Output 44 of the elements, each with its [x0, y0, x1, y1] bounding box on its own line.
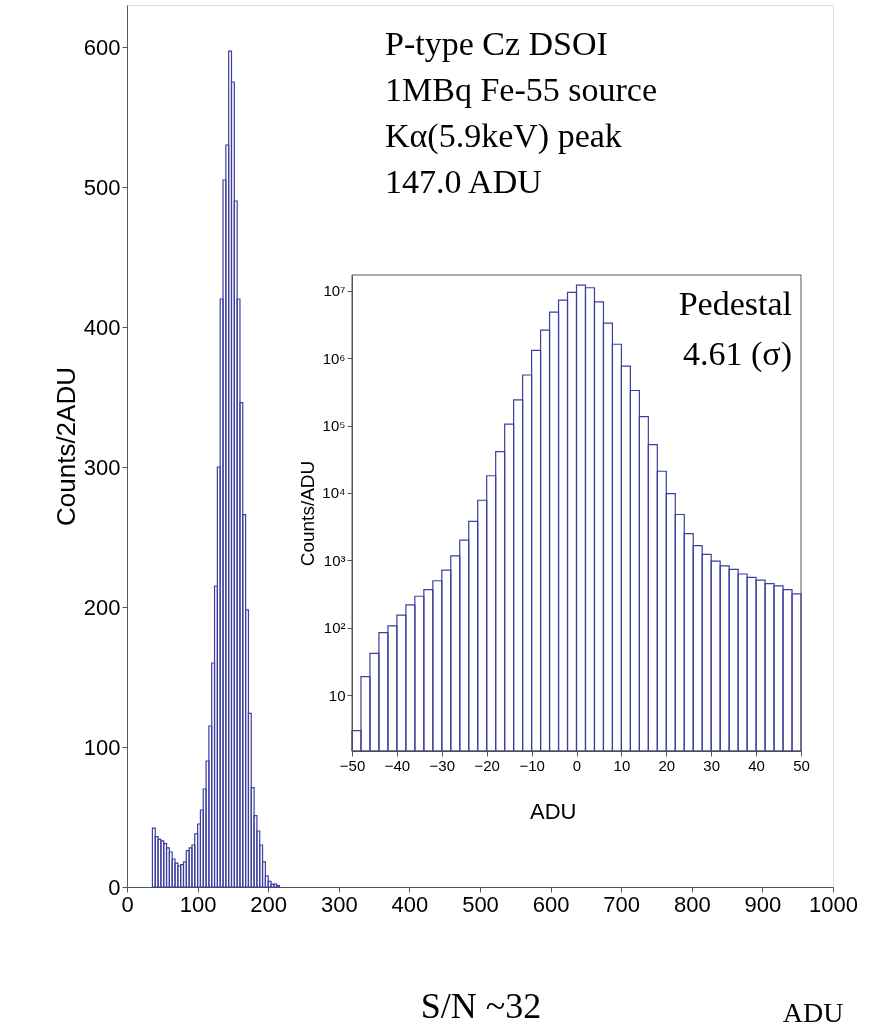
y-tick-label: 10³ — [323, 551, 346, 569]
text: S/N ~32 — [420, 986, 542, 1026]
y-tick-label: 10⁵ — [322, 417, 346, 434]
annotation: P-type Cz DSOI — [385, 25, 608, 62]
x-axis-title: ADU — [530, 798, 577, 824]
x-tick-label: 400 — [391, 891, 429, 917]
y-axis-title: Counts/2ADU — [50, 367, 81, 526]
y-tick-label: 200 — [83, 594, 121, 620]
x-tick-label: 500 — [462, 891, 499, 917]
y-tick-label: 10² — [323, 619, 346, 637]
x-tick-label: 700 — [603, 891, 641, 917]
y-tick-label: 10 — [328, 686, 346, 704]
x-tick-label: 900 — [744, 891, 782, 917]
x-tick-label: 30 — [703, 756, 721, 774]
x-tick-label: −20 — [474, 756, 500, 774]
y-tick-label: 10⁶ — [322, 349, 346, 367]
x-tick-label: 100 — [179, 891, 217, 917]
y-tick-label: 10⁷ — [323, 282, 346, 300]
x-tick-label: 50 — [793, 756, 810, 774]
x-tick-label: 200 — [250, 891, 288, 917]
x-tick-label: −50 — [339, 756, 366, 774]
annotation: 4.61 (σ) — [683, 335, 792, 373]
y-tick-label: 600 — [83, 34, 121, 60]
x-tick-label: −10 — [519, 756, 545, 774]
y-tick-label: 300 — [83, 454, 121, 480]
x-tick-label: 800 — [673, 891, 711, 917]
annotation: 1MBq Fe-55 source — [385, 71, 657, 108]
x-axis-title: ADU — [782, 996, 844, 1028]
x-tick-label: −30 — [429, 756, 456, 774]
annotation: 147.0 ADU — [385, 163, 542, 200]
y-tick-label: 0 — [108, 874, 121, 900]
x-tick-label: 10 — [613, 756, 631, 774]
x-tick-label: 40 — [748, 756, 765, 774]
y-axis-title: Counts/ADU — [297, 460, 319, 567]
y-tick-label: 500 — [83, 174, 121, 200]
annotation: Kα(5.9keV) peak — [385, 117, 622, 155]
y-tick-label: 10⁴ — [322, 484, 346, 502]
x-tick-label: 600 — [532, 891, 570, 917]
x-tick-label: 1000 — [809, 891, 858, 917]
y-tick-label: 400 — [83, 314, 121, 340]
x-tick-label: 20 — [658, 756, 676, 774]
annotation: Pedestal — [678, 285, 792, 322]
x-tick-label: 0 — [572, 756, 582, 774]
x-tick-label: −40 — [384, 756, 411, 774]
